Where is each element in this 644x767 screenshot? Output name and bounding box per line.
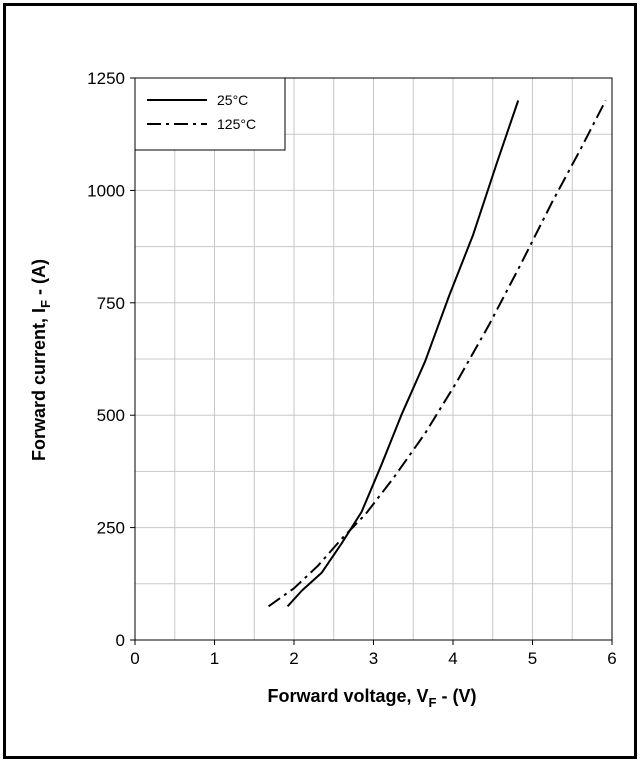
series-line [286, 100, 520, 607]
x-tick-label: 5 [528, 649, 537, 668]
series-lines [268, 100, 607, 608]
x-tick-label: 6 [607, 649, 616, 668]
legend-box [134, 77, 286, 151]
series-line [268, 100, 607, 608]
legend-label: 125°C [217, 116, 256, 132]
chart-frame [3, 3, 637, 759]
y-tick-label: 500 [97, 406, 125, 425]
y-tick-label: 750 [97, 294, 125, 313]
legend: 25°C 125°C [134, 77, 286, 151]
y-tick-label: 1250 [87, 69, 125, 88]
x-axis-label: Forward voltage, VF - (V) [268, 686, 477, 710]
tick-labels: 0 1 2 3 4 5 6 0 250 500 750 1000 1250 [87, 69, 617, 668]
y-axis-label: Forward current, IF - (A) [29, 259, 53, 461]
y-tick-label: 1000 [87, 181, 125, 200]
grid-lines [135, 78, 612, 640]
x-tick-label: 4 [448, 649, 457, 668]
legend-label: 25°C [217, 92, 248, 108]
x-tick-label: 1 [210, 649, 219, 668]
axes [130, 77, 613, 645]
x-tick-label: 3 [369, 649, 378, 668]
y-tick-label: 0 [116, 631, 125, 650]
y-tick-label: 250 [97, 519, 125, 538]
x-tick-label: 0 [130, 649, 139, 668]
x-tick-label: 2 [289, 649, 298, 668]
